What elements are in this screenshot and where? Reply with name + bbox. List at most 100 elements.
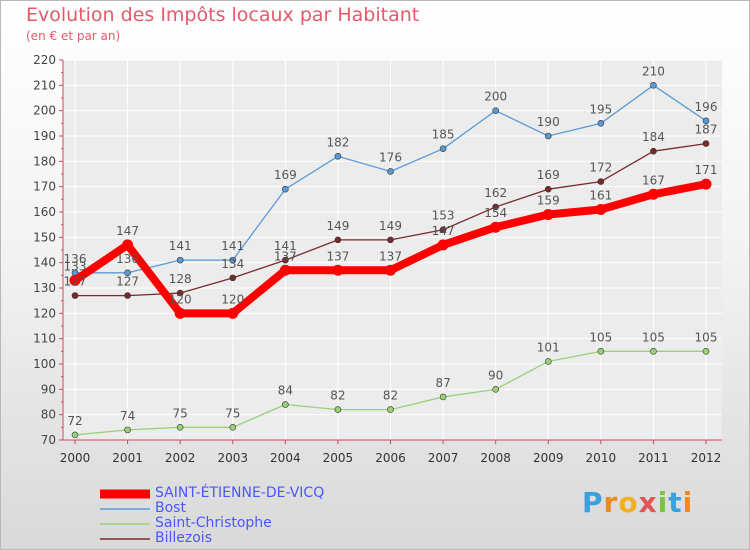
chart-subtitle: (en € et par an) bbox=[26, 29, 121, 43]
data-point bbox=[71, 431, 79, 439]
data-point bbox=[700, 178, 712, 190]
y-tick-label: 200 bbox=[33, 104, 56, 118]
data-point bbox=[387, 406, 394, 413]
y-tick-label: 110 bbox=[33, 332, 56, 346]
data-point bbox=[492, 386, 499, 393]
data-point bbox=[124, 426, 131, 434]
x-tick-label: 2005 bbox=[323, 451, 354, 465]
data-label: 137 bbox=[379, 249, 402, 263]
x-tick-label: 2000 bbox=[60, 451, 91, 465]
data-label: 105 bbox=[695, 330, 718, 344]
logo-letter: r bbox=[603, 486, 619, 519]
data-point bbox=[282, 256, 289, 264]
x-tick-label: 2011 bbox=[638, 451, 669, 465]
data-label: 120 bbox=[169, 292, 192, 306]
data-label: 169 bbox=[274, 168, 297, 182]
data-point bbox=[69, 274, 81, 286]
data-label: 184 bbox=[642, 130, 665, 144]
data-point bbox=[227, 307, 239, 319]
y-tick-label: 100 bbox=[33, 357, 56, 371]
data-label: 187 bbox=[695, 123, 718, 137]
logo-letter: i bbox=[657, 486, 669, 519]
data-label: 162 bbox=[484, 186, 507, 200]
data-point bbox=[439, 145, 447, 152]
data-point bbox=[544, 185, 552, 193]
data-point bbox=[229, 424, 237, 431]
x-tick-label: 2001 bbox=[112, 451, 143, 465]
data-point bbox=[385, 264, 396, 276]
logo-letter: o bbox=[618, 486, 639, 519]
data-label: 72 bbox=[67, 414, 82, 428]
y-tick-label: 170 bbox=[33, 180, 56, 194]
data-point bbox=[387, 168, 394, 175]
data-label: 161 bbox=[589, 188, 612, 202]
data-label: 105 bbox=[642, 330, 665, 344]
data-label: 195 bbox=[589, 102, 612, 116]
data-point bbox=[702, 140, 710, 147]
data-label: 182 bbox=[326, 135, 349, 149]
data-point bbox=[647, 188, 659, 200]
y-tick-label: 80 bbox=[41, 408, 56, 422]
data-label: 128 bbox=[169, 272, 192, 286]
data-label: 147 bbox=[116, 224, 139, 238]
data-label: 159 bbox=[537, 194, 560, 208]
legend-label: Billezois bbox=[155, 530, 212, 546]
data-label: 101 bbox=[537, 340, 560, 354]
data-label: 105 bbox=[589, 330, 612, 344]
x-tick-label: 2002 bbox=[165, 451, 196, 465]
data-point bbox=[597, 178, 605, 185]
data-point bbox=[334, 236, 342, 244]
y-tick-label: 180 bbox=[33, 154, 56, 168]
data-label: 74 bbox=[120, 409, 135, 423]
data-point bbox=[334, 406, 342, 413]
x-tick-label: 2008 bbox=[480, 451, 511, 465]
data-point bbox=[439, 393, 447, 401]
data-point bbox=[650, 82, 657, 89]
x-tick-label: 2009 bbox=[533, 451, 564, 465]
data-point bbox=[176, 289, 184, 297]
data-label: 172 bbox=[589, 161, 612, 175]
data-label: 137 bbox=[326, 249, 349, 263]
data-label: 141 bbox=[169, 239, 192, 253]
data-point bbox=[332, 264, 344, 276]
data-point bbox=[492, 107, 499, 114]
plot-area bbox=[63, 60, 722, 440]
data-point bbox=[702, 348, 710, 355]
data-point bbox=[597, 120, 605, 127]
data-point bbox=[122, 239, 134, 251]
data-label: 136 bbox=[116, 252, 139, 266]
data-point bbox=[439, 226, 447, 234]
y-tick-label: 160 bbox=[33, 205, 56, 219]
legend-swatch bbox=[100, 508, 150, 510]
legend-swatch bbox=[100, 489, 150, 499]
data-label: 82 bbox=[330, 389, 345, 403]
data-label: 210 bbox=[642, 64, 665, 78]
data-label: 127 bbox=[116, 275, 139, 289]
y-tick-label: 130 bbox=[33, 281, 56, 295]
legend-label: SAINT-ÉTIENNE-DE-VICQ bbox=[155, 485, 325, 501]
data-label: 137 bbox=[274, 249, 297, 263]
legend-swatch bbox=[100, 538, 150, 540]
logo-letter: P bbox=[582, 486, 604, 519]
data-label: 176 bbox=[379, 150, 402, 164]
x-tick-label: 2007 bbox=[428, 451, 459, 465]
data-point bbox=[124, 292, 131, 299]
data-label: 133 bbox=[64, 259, 87, 273]
data-point bbox=[282, 185, 289, 193]
data-label: 154 bbox=[484, 206, 507, 220]
data-point bbox=[387, 236, 394, 244]
data-point bbox=[279, 264, 291, 276]
data-label: 169 bbox=[537, 168, 560, 182]
data-label: 84 bbox=[278, 384, 293, 398]
logo-letter: i bbox=[682, 486, 694, 519]
data-label: 149 bbox=[379, 219, 402, 233]
x-tick-label: 2004 bbox=[270, 451, 301, 465]
data-label: 136 bbox=[64, 252, 87, 266]
y-tick-label: 150 bbox=[33, 230, 56, 244]
data-point bbox=[542, 209, 554, 221]
data-point bbox=[124, 269, 131, 277]
data-label: 134 bbox=[221, 257, 244, 271]
legend-swatch bbox=[100, 523, 150, 525]
data-label: 147 bbox=[432, 224, 455, 238]
